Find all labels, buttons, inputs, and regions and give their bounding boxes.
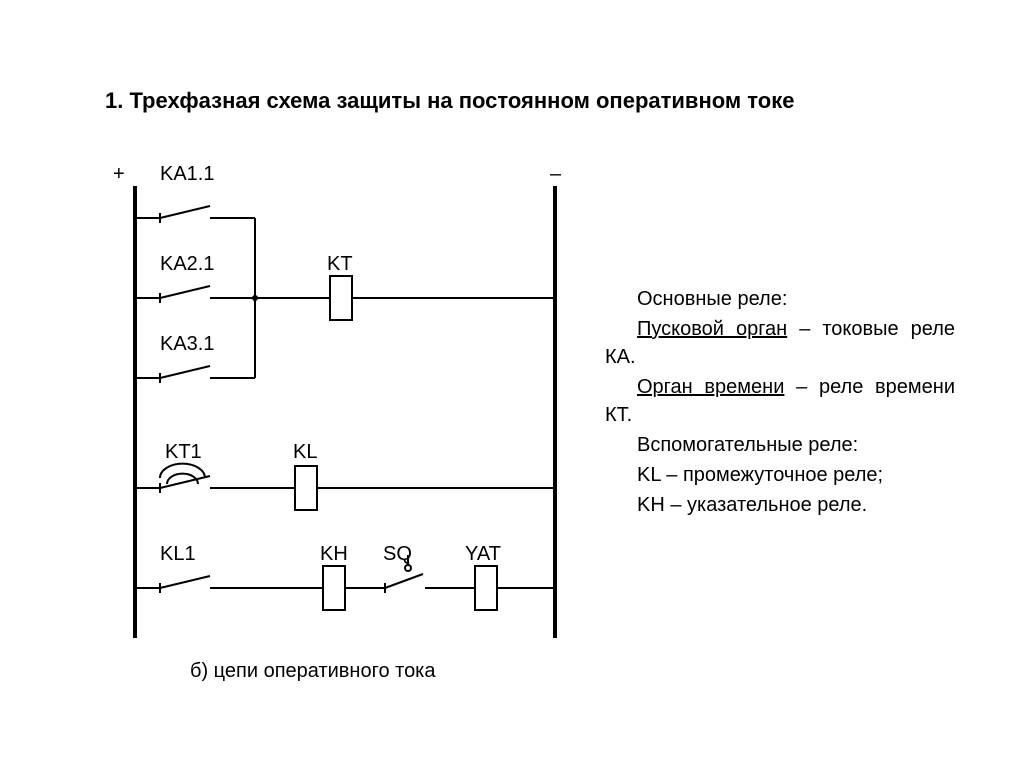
label-kt: KT xyxy=(327,253,353,275)
rail-minus-label: – xyxy=(550,163,562,185)
label-yat: YAT xyxy=(465,543,501,565)
diagram-caption: б) цепи оперативного тока xyxy=(190,660,436,683)
rung-ka1 xyxy=(135,206,255,298)
page-title: 1. Трехфазная схема защиты на постоянном… xyxy=(105,88,794,114)
rail-plus-label: + xyxy=(113,163,125,185)
legend-line-5: KL – промежуточное реле; xyxy=(605,461,955,489)
legend-line-1: Основные реле: xyxy=(605,285,955,313)
legend: Основные реле: Пусковой орган – токовые … xyxy=(605,285,955,521)
label-ka1: KA1.1 xyxy=(160,163,214,185)
label-sq: SQ xyxy=(383,543,412,565)
label-kl: KL xyxy=(293,441,317,463)
label-kl1: KL1 xyxy=(160,543,196,565)
circuit-diagram: + – KA1.1 KA2.1 K xyxy=(105,158,575,663)
label-kh: KH xyxy=(320,543,348,565)
legend-line-6: KH – указательное реле. xyxy=(605,491,955,519)
label-ka3: KA3.1 xyxy=(160,333,214,355)
label-kt1: KT1 xyxy=(165,441,202,463)
legend-line-4: Вспомогательные реле: xyxy=(605,431,955,459)
rung-ka2 xyxy=(135,276,555,320)
label-ka2: KA2.1 xyxy=(160,253,214,275)
legend-line-2: Пусковой орган – токовые реле КА. xyxy=(605,315,955,371)
rung-kt1 xyxy=(135,464,555,510)
legend-line-3: Орган времени – реле времени КТ. xyxy=(605,373,955,429)
